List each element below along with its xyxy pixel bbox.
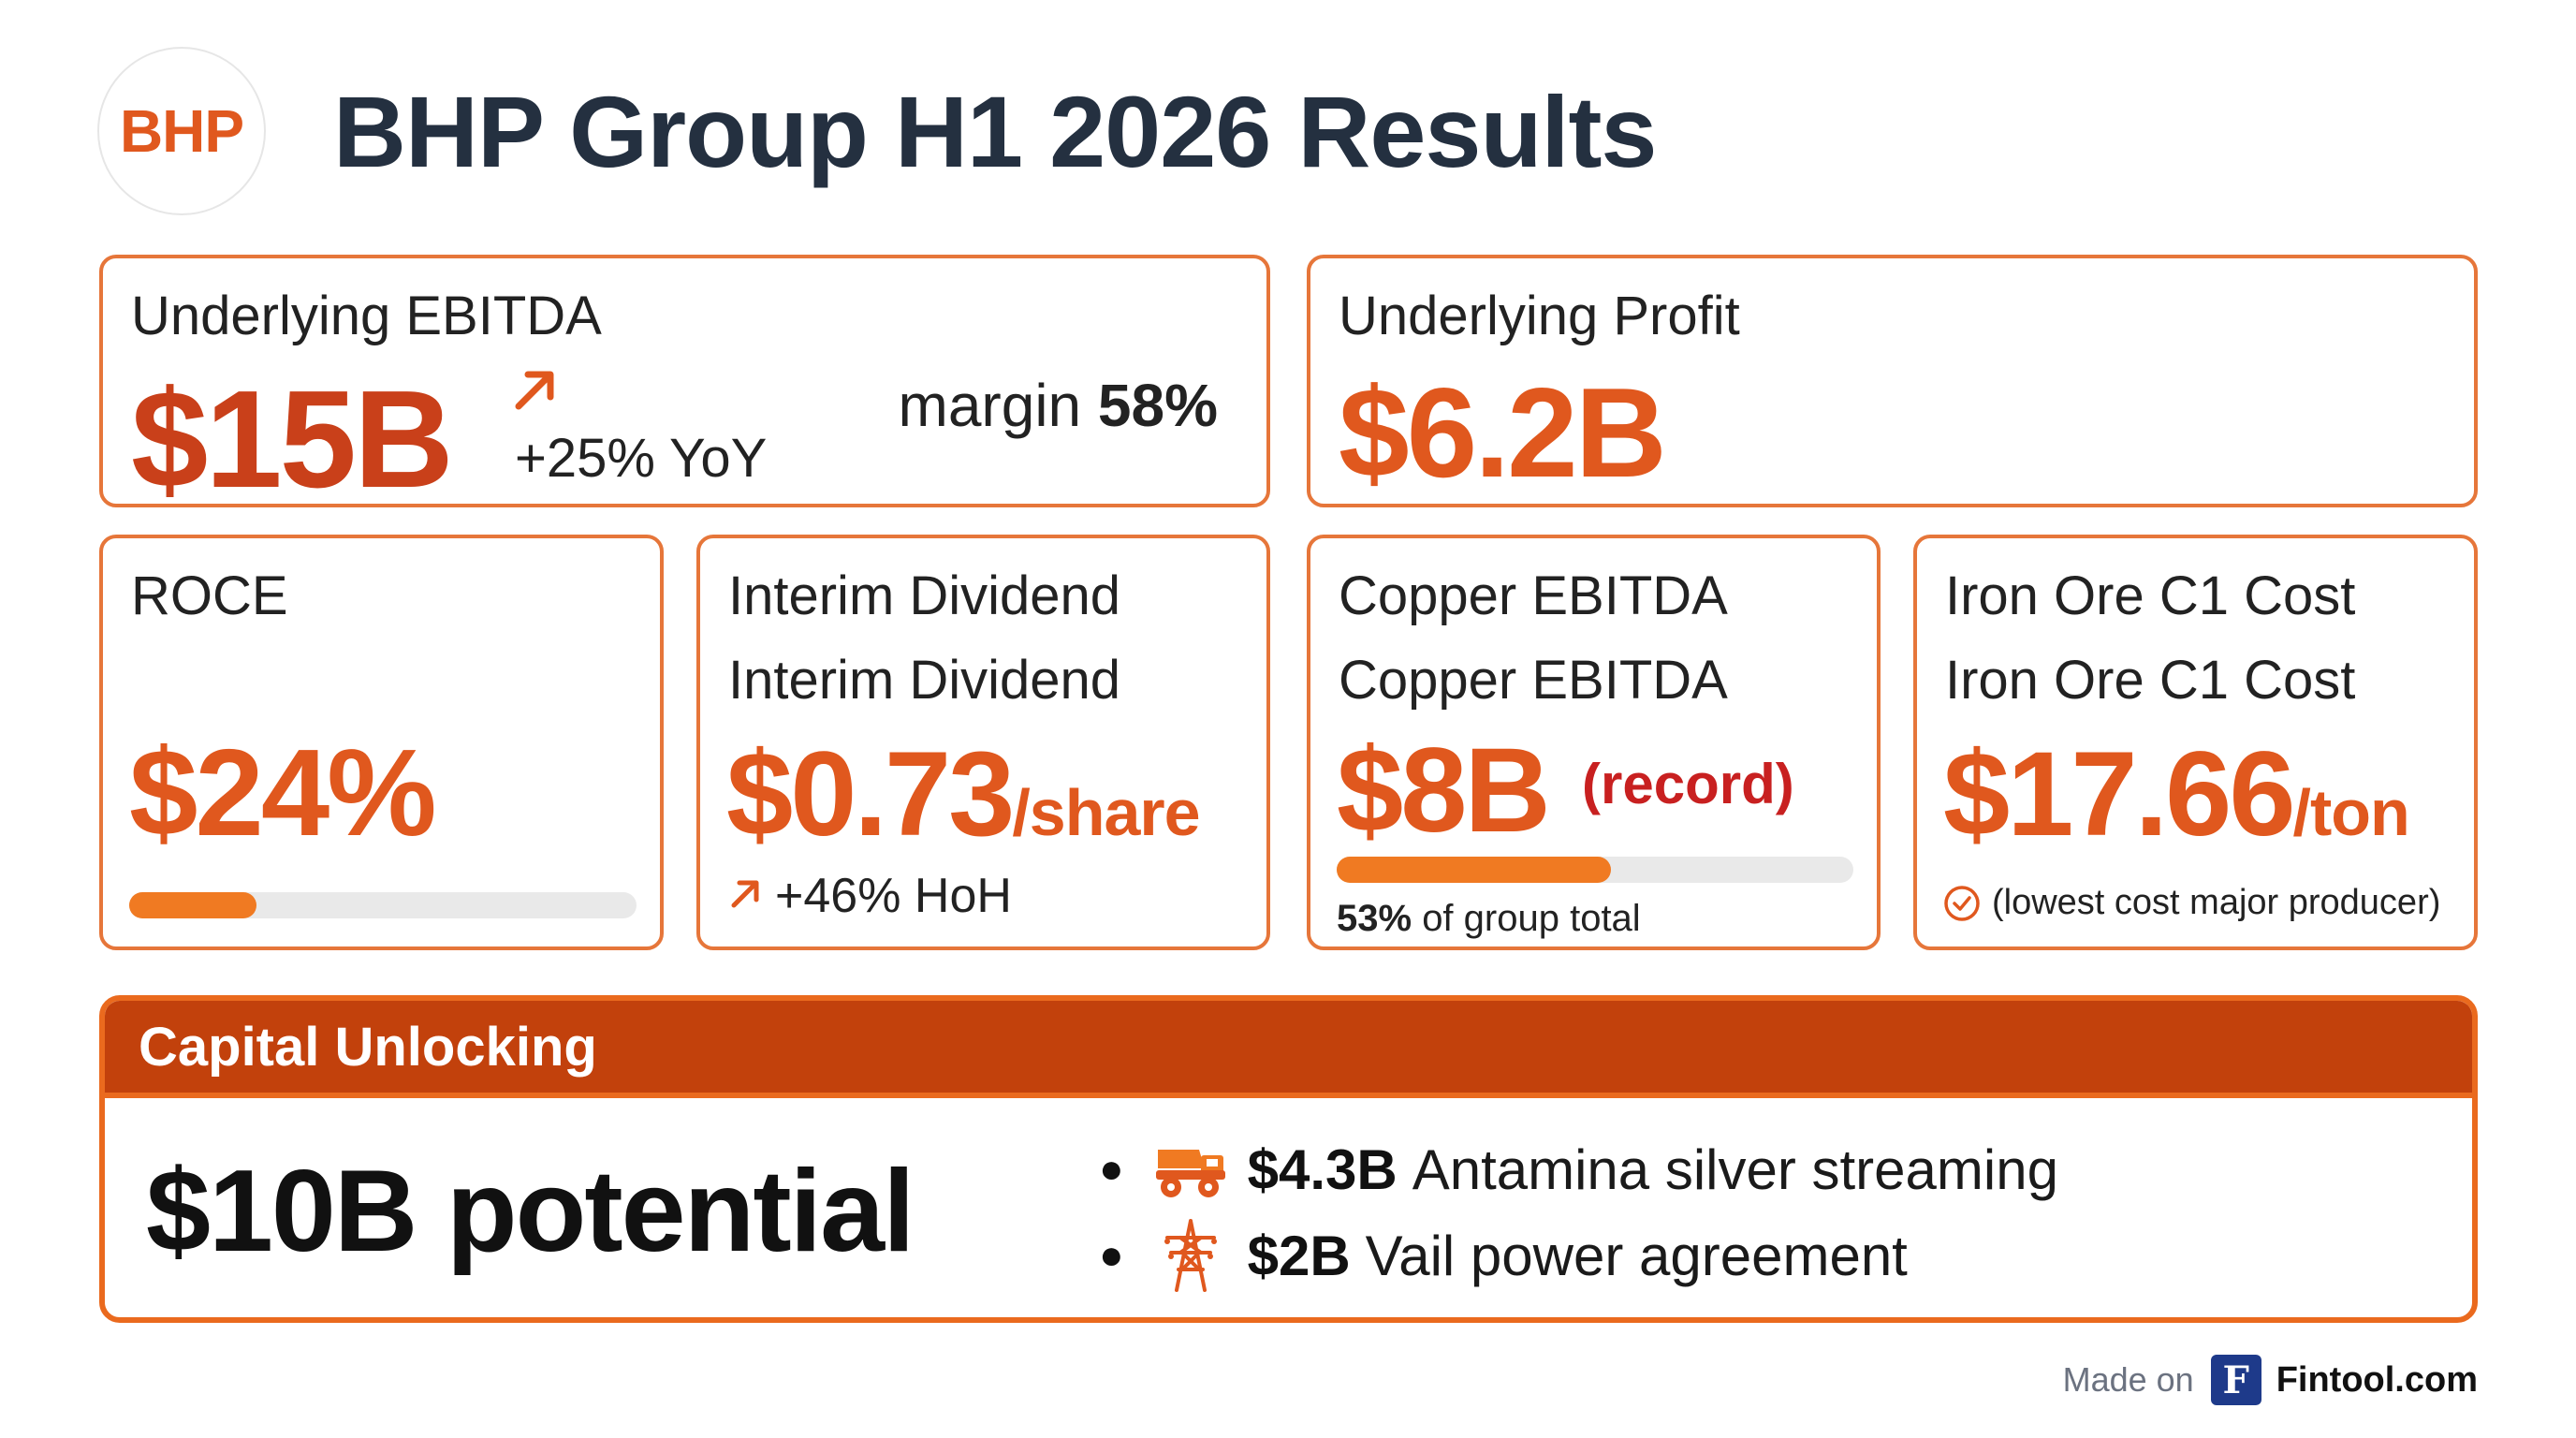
copper-progress-bar	[1337, 857, 1853, 883]
capital-title: Capital Unlocking	[139, 1016, 597, 1078]
dividend-card: Interim Dividend Interim Dividend $0.73/…	[696, 535, 1270, 950]
copper-share-text: of group total	[1422, 898, 1641, 939]
roce-card: ROCE $24%	[99, 535, 664, 950]
fintool-logo-icon: F	[2210, 1355, 2261, 1405]
iron-amount: $17.66	[1943, 727, 2295, 861]
roce-label: ROCE	[131, 565, 288, 626]
list-item: ● $2B Vail power agreement	[1099, 1212, 2058, 1299]
footer: Made on F Fintool.com	[2063, 1354, 2478, 1406]
copper-progress-fill	[1337, 857, 1611, 883]
profit-label: Underlying Profit	[1339, 286, 1740, 346]
iron-label-repeat: Iron Ore C1 Cost	[1945, 650, 2356, 711]
item-amount: $2B	[1247, 1224, 1351, 1287]
mining-truck-icon	[1152, 1131, 1229, 1208]
profit-card: Underlying Profit $6.2B	[1307, 255, 2478, 507]
header: BHP BHP Group H1 2026 Results	[97, 45, 1657, 217]
check-circle-icon	[1943, 885, 1981, 922]
iron-note: (lowest cost major producer)	[1943, 883, 2440, 923]
ebitda-label: Underlying EBITDA	[131, 286, 602, 346]
copper-value: $8B	[1337, 724, 1551, 858]
item-amount: $4.3B	[1247, 1137, 1398, 1201]
made-on-text: Made on	[2062, 1360, 2194, 1399]
iron-unit: /ton	[2292, 776, 2410, 849]
roce-value: $24%	[129, 724, 437, 861]
iron-label: Iron Ore C1 Cost	[1945, 565, 2356, 626]
profit-value: $6.2B	[1339, 361, 1667, 504]
dividend-label: Interim Dividend	[728, 565, 1121, 626]
capital-header: Capital Unlocking	[105, 1001, 2472, 1098]
capital-list: ● $4.3B Antamina silver streaming ●	[1099, 1126, 2058, 1299]
trend-up-icon	[509, 363, 562, 420]
capital-unlocking-panel: Capital Unlocking $10B potential ● $4.3B…	[99, 995, 2478, 1323]
record-tag: (record)	[1582, 753, 1794, 815]
dividend-amount: $0.73	[726, 727, 1015, 861]
list-item: ● $4.3B Antamina silver streaming	[1099, 1126, 2058, 1212]
dividend-change: +46% HoH	[775, 869, 1012, 923]
copper-share-value: 53%	[1337, 898, 1412, 939]
page-title: BHP Group H1 2026 Results	[333, 74, 1657, 188]
margin-value: 58%	[1097, 372, 1218, 439]
bullet: ●	[1099, 1146, 1124, 1192]
iron-ore-card: Iron Ore C1 Cost Iron Ore C1 Cost $17.66…	[1913, 535, 2478, 950]
iron-note-text: (lowest cost major producer)	[1992, 883, 2441, 922]
dividend-value: $0.73/share	[726, 735, 1201, 855]
item-text: Vail power agreement	[1365, 1224, 1908, 1287]
copper-label: Copper EBITDA	[1339, 565, 1728, 626]
capital-headline: $10B potential	[146, 1147, 915, 1276]
dividend-unit: /share	[1012, 776, 1200, 849]
copper-share: 53% of group total	[1337, 898, 1641, 940]
logo-text: BHP	[119, 97, 244, 165]
roce-progress-fill	[129, 892, 256, 918]
bhp-logo: BHP	[97, 47, 266, 215]
item-text: Antamina silver streaming	[1412, 1137, 2058, 1201]
ebitda-card: Underlying EBITDA $15B +25% YoY margin 5…	[99, 255, 1270, 507]
power-tower-icon	[1152, 1217, 1229, 1294]
copper-card: Copper EBITDA Copper EBITDA $8B (record)…	[1307, 535, 1881, 950]
iron-value: $17.66/ton	[1943, 735, 2410, 855]
ebitda-margin: margin 58%	[899, 371, 1219, 440]
ebitda-change: +25% YoY	[515, 428, 768, 489]
margin-label: margin	[898, 372, 1082, 439]
dividend-label-repeat: Interim Dividend	[728, 650, 1121, 711]
roce-progress-bar	[129, 892, 637, 918]
brand-link[interactable]: Fintool.com	[2276, 1359, 2478, 1400]
ebitda-value: $15B	[131, 362, 454, 507]
copper-label-repeat: Copper EBITDA	[1339, 650, 1728, 711]
bullet: ●	[1099, 1232, 1124, 1278]
trend-up-icon	[726, 875, 764, 917]
